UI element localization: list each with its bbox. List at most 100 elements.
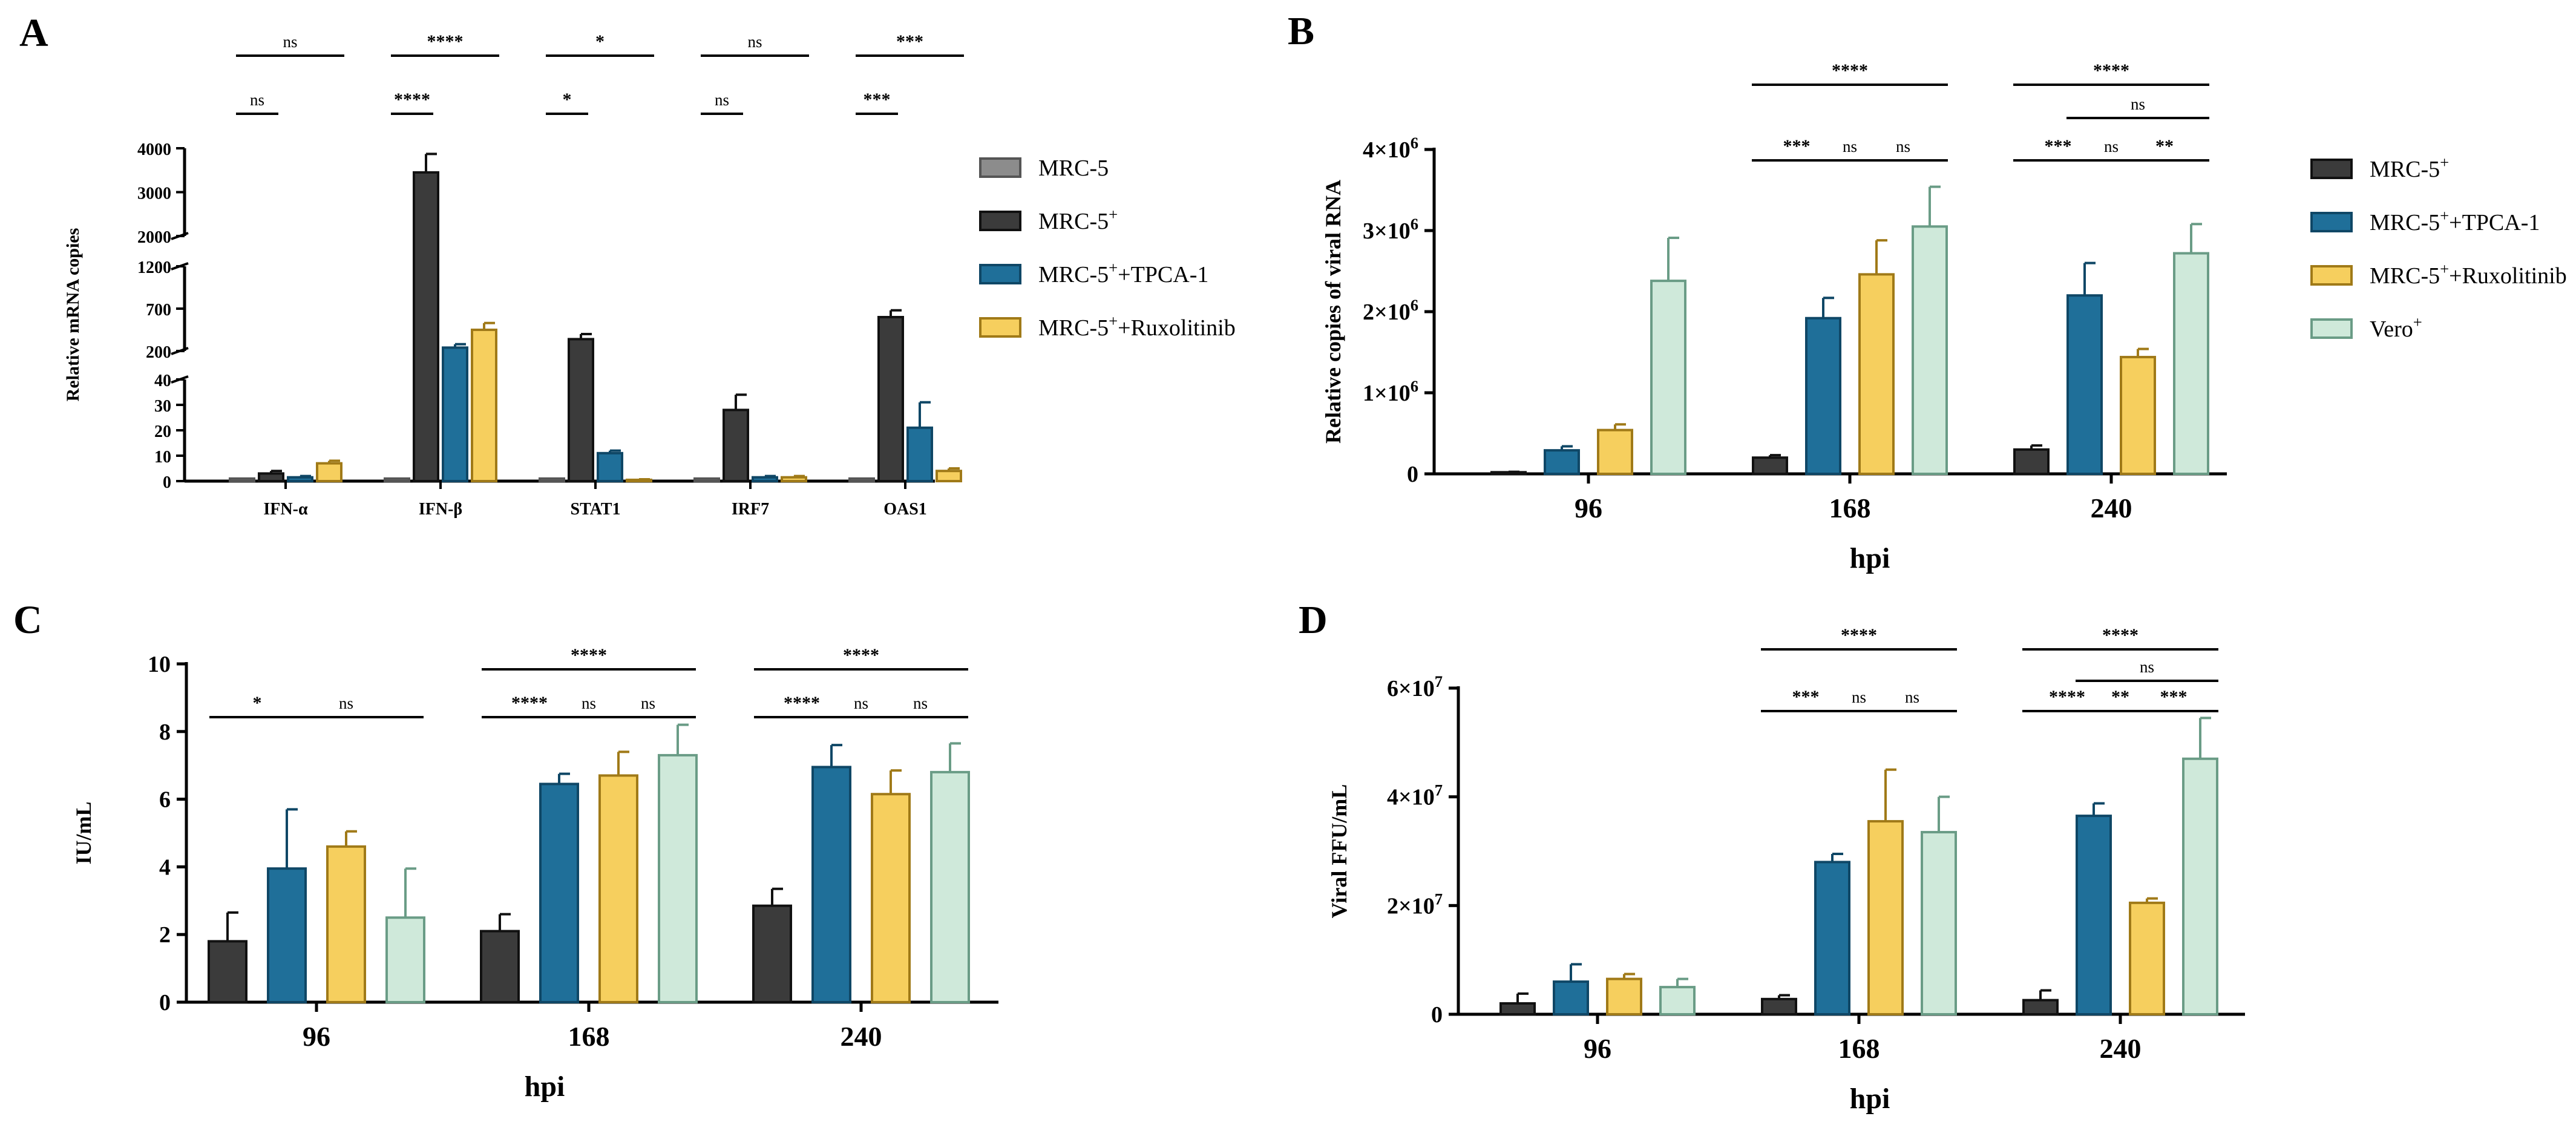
significance-lower: *** [856,90,898,115]
y-tick-label: 20 [154,422,171,441]
error-bar-mrc-5-168 [1769,454,1781,458]
significance-label: ** [2155,136,2174,156]
significance-label: ns [283,33,297,51]
legend-item-mrc-5-tpca-1: MRC-5++TPCA-1 [2310,206,2540,235]
bar-vero-96 [1659,986,1696,1016]
error-bar-mrc-5-ruxolitinib-oas1 [948,467,960,471]
y-tick-label: 4×107 [1387,781,1443,810]
significance-label: **** [394,90,430,110]
significance-lower: ns [701,91,743,115]
significance-pair: **** [2022,687,2112,712]
error-bar-mrc-5-168 [1778,994,1790,999]
significance-label: *** [864,90,891,110]
group-96 [1499,963,1696,1016]
significance-label: *** [2045,136,2072,156]
legend-label: MRC-5++TPCA-1 [2370,206,2540,235]
error-bar-mrc-5-ruxolitinib-irf7 [793,474,805,477]
legend-label-suffix: +TPCA-1 [1118,262,1208,287]
error-bar-mrc-5-ruxolitinib-168 [617,750,629,776]
bar-mrc-5-tpca-1-168 [1814,861,1850,1016]
significance-middle: ns [2076,658,2218,682]
bar-mrc-5-168 [1761,997,1797,1016]
y-tick-label: 0 [1431,1002,1443,1028]
error-bar-mrc-5-tpca-1-irf7 [764,474,776,477]
x-tick-label: 240 [2100,1033,2142,1064]
error-bar-mrc-5-240 [771,887,783,906]
bar-mrc-5-ruxolitinib-240 [871,793,911,1003]
superscript: + [1109,312,1118,330]
legend-swatch [979,211,1021,231]
bar-vero-96 [1650,280,1686,475]
legend-label-suffix: +Ruxolitinib [2449,263,2567,289]
error-bar-mrc-5-ruxolitinib-240 [2146,897,2158,903]
y-axis-label: Relative copies of viral RNA [1321,180,1345,444]
error-bar-mrc-5-ifn [270,470,282,474]
y-axis-label: IU/mL [71,801,96,864]
y-tick-label: 4000 [137,140,171,159]
significance-label: *** [896,31,923,51]
bar-mrc-5-240 [2013,448,2050,475]
superscript: 6 [1411,377,1418,395]
y-tick-label: 6×107 [1387,672,1443,701]
y-tick-label: 3×106 [1363,215,1418,244]
error-bar-vero-240 [2190,223,2202,254]
panel-a: A 0 10 20 30 40 200 700 1200 2000 3000 4000 Relative… [19,11,1236,519]
legend-label: MRC-5+ [2370,153,2449,182]
error-bar-mrc-5-ifn [425,153,437,172]
bar-mrc-5-ruxolitinib-96 [326,845,366,1003]
significance-overall: **** [2013,61,2209,86]
significance-middle: ns [2066,95,2209,119]
significance-pair: ns [873,694,968,718]
significance-label: **** [1841,625,1877,645]
x-tick-label: 240 [2091,493,2132,523]
y-tick-label: 4×106 [1363,134,1418,163]
superscript: + [2413,313,2422,331]
significance-label: **** [511,693,548,713]
group-168 [1761,768,1957,1016]
group-oas1 [848,309,962,483]
bar-mrc-5-tpca-1-ifn [287,476,313,483]
significance-pair: ns [269,694,424,718]
significance-label: **** [843,645,879,665]
x-tick-label: 96 [1584,1033,1611,1064]
superscript: 6 [1411,134,1418,152]
bar-mrc-5-240 [2022,999,2059,1015]
bar-vero-168 [1921,831,1957,1016]
bar-mrc-5-ruxolitinib-ifn [316,462,342,482]
legend-label-suffix: +TPCA-1 [2449,210,2540,235]
significance-pair: **** [482,693,577,718]
bar-mrc-5-ruxolitinib-ifn [471,329,497,482]
panel-letter-d: D [1299,598,1328,642]
significance-label: * [563,90,572,110]
bar-mrc-5-ruxolitinib-168 [598,774,638,1003]
y-tick-label: 2000 [137,228,171,247]
superscript: + [2440,260,2449,278]
bar-mrc-5-tpca-1-96 [267,867,307,1003]
significance-label: *** [2160,687,2188,707]
y-tick-label: 1×106 [1363,377,1418,406]
bar-vero-168 [658,753,698,1004]
error-bar-mrc-5-tpca-1-168 [1831,852,1843,862]
x-axis-label: hpi [525,1071,565,1103]
error-bar-mrc-5-ruxolitinib-96 [1614,423,1626,430]
bar-mrc-5-irf7 [693,477,720,482]
error-bar-mrc-5-ruxolitinib-ifn [328,459,340,464]
significance-overall: **** [482,645,696,671]
significance-label: ns [339,694,353,712]
legend-item-mrc-5: MRC-5 [979,156,1109,181]
significance-label: ns [1852,688,1866,706]
superscript: + [2440,153,2449,171]
significance-pair: **** [754,693,850,718]
legend-swatch [2310,212,2353,232]
error-bar-mrc-5-ruxolitinib-ifn [483,321,495,330]
significance-pair: ns [541,694,637,718]
significance-label: ns [913,694,928,712]
y-tick-label: 10 [154,448,171,467]
significance-pair: *** [1761,687,1850,712]
y-tick-label: 2×107 [1387,890,1443,919]
legend-item-mrc-5: MRC-5+ [979,205,1118,234]
error-bar-mrc-5-tpca-1-240 [830,744,842,767]
significance-pair: * [209,693,305,718]
legend-label: MRC-5 [1038,156,1109,181]
